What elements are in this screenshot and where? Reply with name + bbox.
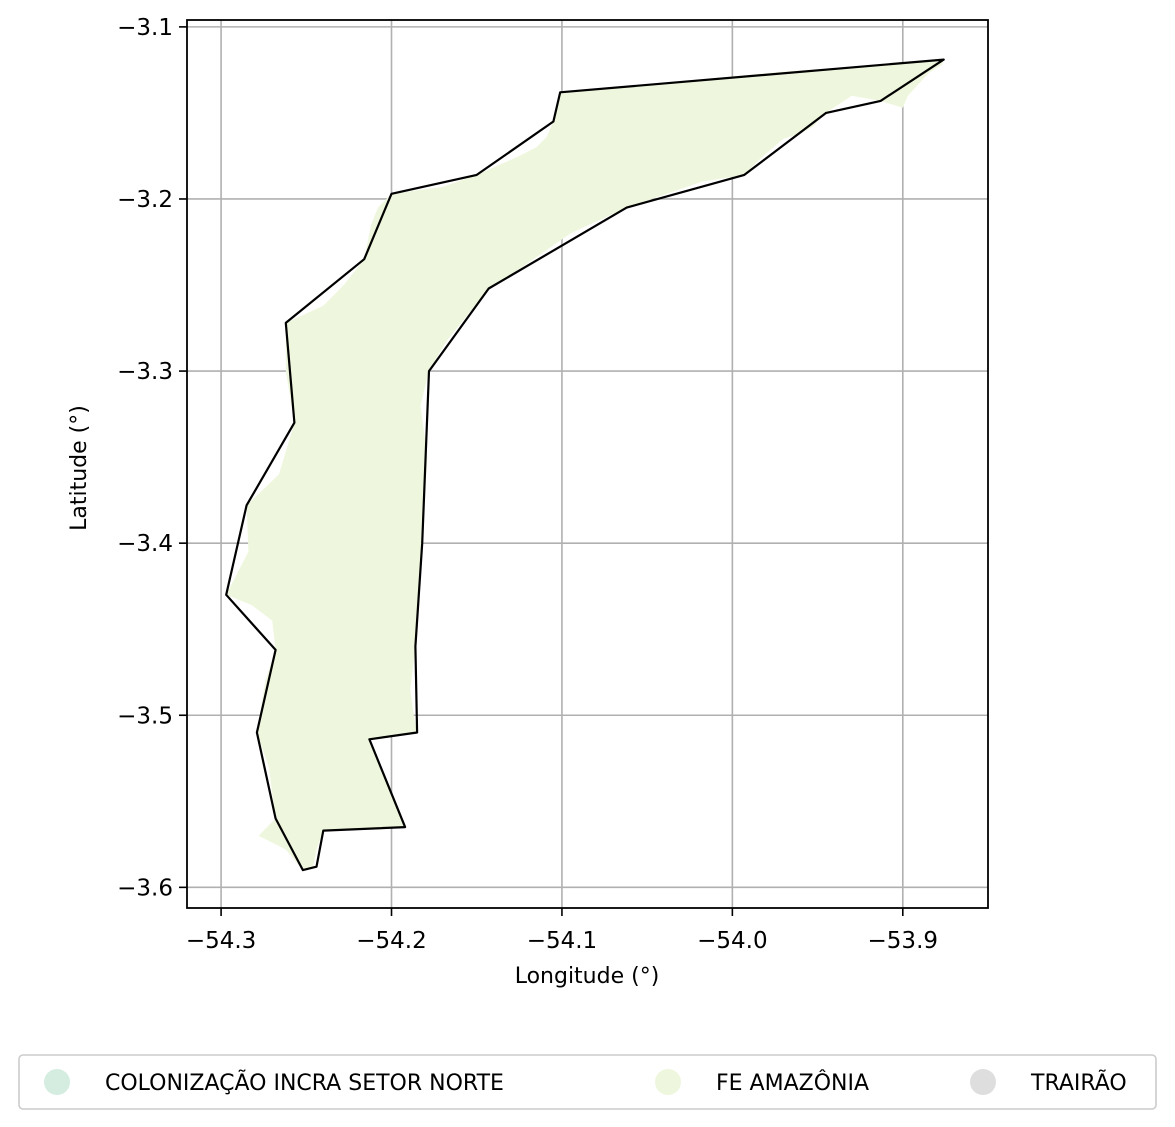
y-tick-label-5: −3.6 bbox=[117, 875, 173, 901]
legend-label-trairao: TRAIRÃO bbox=[1030, 1069, 1127, 1096]
y-tick-label-4: −3.5 bbox=[117, 703, 173, 729]
x-axis: −54.3 −54.2 −54.1 −54.0 −53.9 bbox=[186, 908, 938, 954]
plot-frame bbox=[186, 19, 989, 909]
legend-marker-fe-amazonia bbox=[655, 1069, 681, 1095]
x-tick-label-2: −54.1 bbox=[527, 928, 597, 954]
regions-layer bbox=[226, 59, 944, 871]
x-tick-label-1: −54.2 bbox=[356, 928, 426, 954]
y-axis-label: Latitude (°) bbox=[67, 405, 92, 531]
x-tick-label-0: −54.3 bbox=[186, 928, 256, 954]
legend-marker-colonizacao bbox=[44, 1069, 70, 1095]
y-tick-label-0: −3.1 bbox=[117, 15, 173, 41]
y-axis: −3.1 −3.2 −3.3 −3.4 −3.5 −3.6 bbox=[117, 15, 187, 901]
y-tick-label-1: −3.2 bbox=[117, 187, 173, 213]
y-tick-label-2: −3.3 bbox=[117, 359, 173, 385]
legend-frame bbox=[18, 1054, 1157, 1110]
boundary-layer bbox=[225, 58, 945, 872]
legend-label-colonizacao: COLONIZAÇÃO INCRA SETOR NORTE bbox=[105, 1069, 504, 1096]
x-axis-label: Longitude (°) bbox=[515, 964, 660, 989]
y-tick-label-3: −3.4 bbox=[117, 531, 173, 557]
boundary-outline bbox=[225, 58, 945, 872]
x-tick-label-3: −54.0 bbox=[697, 928, 767, 954]
legend-marker-trairao bbox=[970, 1069, 996, 1095]
legend-label-fe-amazonia: FE AMAZÔNIA bbox=[716, 1070, 869, 1096]
region-fe-amaz-nia bbox=[226, 59, 944, 871]
legend: COLONIZAÇÃO INCRA SETOR NORTE FE AMAZÔNI… bbox=[18, 1054, 1157, 1110]
x-tick-label-4: −53.9 bbox=[868, 928, 938, 954]
